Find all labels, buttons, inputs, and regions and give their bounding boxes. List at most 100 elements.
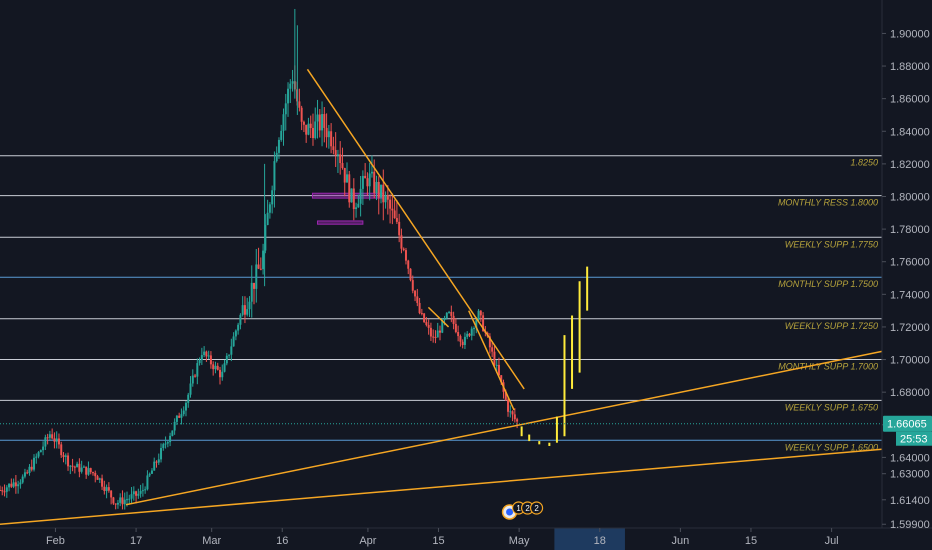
mini-trendline[interactable]	[427, 306, 450, 328]
level-label: WEEKLY SUPP 1.7750	[785, 239, 878, 249]
candle-body	[243, 305, 246, 315]
price-tick-label: 1.82000	[890, 159, 930, 171]
candle-body	[441, 320, 444, 333]
candle-body	[280, 130, 283, 140]
trendline-drawings[interactable]	[0, 68, 883, 525]
candle-body	[119, 497, 122, 503]
candle-body	[264, 224, 267, 251]
candle-body	[94, 472, 97, 477]
candle-body	[203, 351, 206, 356]
candle-body	[262, 250, 265, 270]
candle-body	[37, 452, 40, 457]
candle-body	[491, 347, 494, 352]
short-trendline[interactable]	[468, 310, 515, 411]
candle-body	[470, 328, 473, 336]
candle-body	[189, 383, 192, 395]
candle-body	[207, 355, 210, 357]
candle-body	[355, 207, 358, 210]
candle-body	[350, 188, 353, 203]
candle-body	[205, 351, 208, 357]
candle-body	[196, 363, 199, 377]
range-rectangle[interactable]	[317, 220, 364, 225]
candle-body	[266, 212, 269, 225]
candle-body	[423, 313, 426, 323]
candle-body	[386, 195, 389, 200]
rising-trendline-upper[interactable]	[125, 350, 883, 506]
candle-body	[214, 365, 217, 370]
price-tick-label: 1.61400	[890, 495, 930, 507]
upper-trendline[interactable]	[306, 68, 525, 390]
highlight-band-layer	[554, 528, 625, 550]
candle-body	[454, 323, 457, 333]
time-axis-highlight	[554, 528, 625, 550]
candle-body	[432, 336, 435, 338]
rectangle-drawings[interactable]	[311, 192, 384, 225]
candle-body	[452, 315, 455, 324]
candle-body	[107, 487, 110, 491]
candle-body	[239, 314, 242, 325]
candle-body	[302, 121, 305, 125]
candle-body	[488, 336, 491, 348]
candle-body	[398, 221, 401, 236]
candle-body	[12, 482, 15, 487]
candle-body	[175, 415, 178, 422]
candle-body	[391, 208, 394, 211]
candle-body	[194, 375, 197, 377]
candle-body	[139, 491, 142, 494]
candle-body	[21, 476, 24, 483]
candle-body	[330, 131, 333, 147]
rising-trendline-lower[interactable]	[0, 448, 883, 525]
candle-body	[477, 310, 480, 321]
candle-body	[268, 204, 271, 213]
candle-body	[311, 127, 314, 139]
price-tick-label: 1.76000	[890, 257, 930, 269]
candle-body	[416, 296, 419, 303]
time-axis[interactable]: Feb 17 Mar 16 Apr 15 May 18 Jun 15 Jul	[46, 528, 839, 547]
range-rectangle[interactable]	[311, 192, 384, 199]
candle-body	[370, 171, 373, 174]
candle-body	[157, 459, 160, 463]
candle-body	[73, 466, 76, 468]
candle-body	[223, 363, 226, 372]
projection-bars[interactable]	[520, 266, 589, 446]
candle-body	[182, 410, 185, 415]
level-label: 1.8250	[850, 158, 878, 168]
candle-body	[144, 489, 147, 491]
price-axis[interactable]: 1.90000 1.88000 1.86000 1.84000 1.82000 1.800…	[882, 28, 930, 531]
price-tick-label: 1.70000	[890, 355, 930, 367]
time-tick-label: 15	[745, 535, 757, 547]
candle-body	[178, 415, 181, 418]
candle-body	[198, 360, 201, 364]
candle-body	[57, 438, 60, 445]
candle-body	[332, 146, 335, 150]
candle-body	[5, 487, 8, 492]
candle-body	[436, 330, 439, 338]
candle-body	[407, 260, 410, 269]
candle-body	[153, 461, 156, 471]
candle-body	[173, 421, 176, 431]
candle-body	[87, 468, 90, 475]
price-tick-label: 1.86000	[890, 94, 930, 106]
event-badge[interactable]	[529, 501, 544, 515]
candle-body	[511, 411, 514, 415]
price-tick-label: 1.90000	[890, 28, 930, 40]
time-tick-label: 16	[276, 535, 288, 547]
candle-body	[123, 499, 126, 505]
candle-body	[78, 463, 81, 472]
candle-body	[39, 450, 42, 453]
candle-body	[14, 482, 17, 487]
time-tick-label: Feb	[46, 535, 65, 547]
candle-body	[516, 419, 519, 422]
candle-body	[450, 311, 453, 316]
candle-body	[429, 327, 432, 337]
candle-body	[348, 174, 351, 203]
candle-body	[418, 302, 421, 314]
candle-body	[291, 81, 294, 84]
candle-body	[443, 318, 446, 321]
candle-body	[171, 430, 174, 436]
candle-body	[250, 282, 253, 302]
candle-body	[382, 184, 385, 203]
candle-body	[169, 435, 172, 443]
